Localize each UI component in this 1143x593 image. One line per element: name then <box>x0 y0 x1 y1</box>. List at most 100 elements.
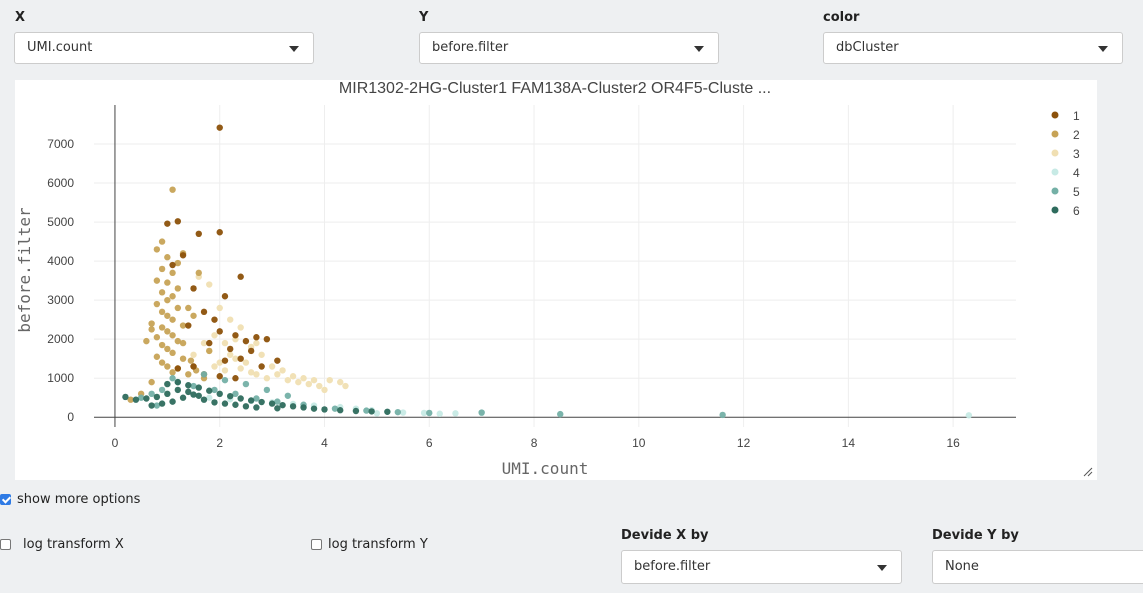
legend-item-4[interactable]: 4 <box>1051 166 1081 180</box>
data-point-cluster-2 <box>179 339 187 347</box>
data-point-cluster-5 <box>158 386 166 394</box>
data-point-cluster-5 <box>426 409 433 417</box>
data-point-cluster-6 <box>122 393 129 401</box>
scatter-plot[interactable]: 0 2 4 6 8 10 12 14 16010002000300040005000600070… <box>15 80 1097 480</box>
chevron-down-icon <box>1098 46 1108 52</box>
resize-handle-icon[interactable] <box>1083 467 1093 477</box>
data-point-cluster-2 <box>174 337 182 345</box>
log-transform-x-checkbox[interactable]: log transform X <box>0 537 124 552</box>
y-tick-label: 2000 <box>47 332 74 346</box>
data-point-cluster-5 <box>274 398 281 405</box>
data-point-cluster-6 <box>221 400 229 407</box>
data-point-cluster-1 <box>247 347 255 355</box>
data-point-cluster-6 <box>195 384 202 391</box>
data-point-cluster-4 <box>206 394 213 401</box>
data-point-cluster-2 <box>153 353 161 360</box>
log-transform-y-checkbox[interactable]: log transform Y <box>311 537 428 552</box>
data-point-cluster-2 <box>148 320 155 327</box>
log-transform-x-label: log transform X <box>23 537 124 552</box>
data-point-cluster-3 <box>216 359 223 366</box>
x-tick-label: 8 <box>531 436 538 450</box>
plot-panel[interactable]: 0 2 4 6 8 10 12 14 16 0 1000 2000 3000 4000 5000 6000 70… <box>15 80 1097 480</box>
divide-x-value: before.filter <box>634 559 711 574</box>
data-point-cluster-4 <box>452 410 459 417</box>
data-point-cluster-1 <box>174 218 182 225</box>
data-point-cluster-3 <box>237 365 244 372</box>
data-point-cluster-6 <box>169 398 176 405</box>
data-point-cluster-1 <box>164 220 171 227</box>
data-point-cluster-4 <box>436 410 443 417</box>
checkbox-unchecked-icon[interactable] <box>0 539 11 550</box>
data-point-cluster-2 <box>164 312 171 319</box>
data-point-cluster-3 <box>200 339 208 347</box>
x-selector-label: X <box>15 10 26 25</box>
data-point-cluster-2 <box>127 396 134 403</box>
data-point-cluster-6 <box>211 399 218 406</box>
x-selector[interactable]: UMI.count <box>14 32 314 64</box>
grid-lines <box>94 105 1016 427</box>
y-tick-label: 6000 <box>47 176 74 190</box>
data-point-cluster-6 <box>268 400 276 407</box>
legend-item-1[interactable]: 1 <box>1051 109 1081 123</box>
x-tick-label: 6 <box>426 436 433 450</box>
legend-marker <box>1051 168 1059 176</box>
data-point-cluster-3 <box>342 382 349 390</box>
data-point-cluster-6 <box>242 403 250 410</box>
y-tick-label: 7000 <box>47 137 74 151</box>
legend-marker <box>1051 206 1059 214</box>
data-point-cluster-1 <box>274 357 281 364</box>
color-selector[interactable]: dbCluster <box>823 32 1123 64</box>
data-point-cluster-6 <box>153 393 161 401</box>
data-point-cluster-3 <box>279 367 286 374</box>
data-point-cluster-3 <box>295 378 302 386</box>
data-point-cluster-5 <box>363 407 370 414</box>
legend-item-6[interactable]: 6 <box>1051 204 1081 218</box>
legend[interactable]: 1 2 3 4 5 6 <box>1051 109 1081 218</box>
legend-item-3[interactable]: 3 <box>1051 147 1081 161</box>
data-point-cluster-3 <box>216 304 223 312</box>
data-point-cluster-3 <box>242 359 250 366</box>
data-point-cluster-6 <box>289 403 297 410</box>
checkbox-unchecked-icon[interactable] <box>311 539 322 550</box>
axes: 0 2 4 6 8 10 12 14 16 0 1000 2000 3000 4000 5000 6000 70… <box>47 105 1016 450</box>
legend-item-2[interactable]: 2 <box>1051 128 1081 142</box>
data-point-cluster-5 <box>169 375 176 382</box>
data-point-cluster-6 <box>337 407 344 414</box>
y-axis-label: before.filter <box>15 207 34 333</box>
data-point-cluster-3 <box>258 351 265 358</box>
data-point-cluster-3 <box>263 375 271 382</box>
data-point-cluster-1 <box>185 322 192 329</box>
data-point-cluster-1 <box>174 365 182 372</box>
data-point-cluster-6 <box>300 404 307 411</box>
data-point-cluster-2 <box>164 296 171 304</box>
data-point-cluster-5 <box>200 371 208 378</box>
data-point-cluster-1 <box>169 261 176 269</box>
y-tick-label: 1000 <box>47 371 74 385</box>
data-point-cluster-5 <box>190 382 197 390</box>
x-tick-label: 2 <box>216 436 223 450</box>
data-point-cluster-2 <box>158 341 166 349</box>
divide-x-label: Devide X by <box>621 528 709 543</box>
data-point-cluster-2 <box>179 355 187 362</box>
data-point-cluster-6 <box>253 404 260 411</box>
y-tick-label: 3000 <box>47 293 74 307</box>
data-point-cluster-1 <box>195 230 202 237</box>
data-point-cluster-6 <box>185 382 192 389</box>
data-point-cluster-3 <box>253 339 260 347</box>
legend-item-5[interactable]: 5 <box>1051 185 1081 199</box>
show-more-options-checkbox[interactable]: show more options <box>0 492 140 507</box>
divide-x-selector[interactable]: before.filter <box>621 550 902 584</box>
checkbox-checked-icon[interactable] <box>0 494 11 505</box>
data-point-cluster-1 <box>216 328 223 335</box>
legend-marker <box>1051 111 1059 119</box>
divide-y-selector[interactable]: None <box>932 550 1143 584</box>
data-point-cluster-2 <box>169 316 176 323</box>
data-point-cluster-2 <box>169 186 176 193</box>
data-point-cluster-3 <box>316 382 323 390</box>
x-tick-label: 14 <box>842 436 856 450</box>
data-point-cluster-6 <box>237 395 244 402</box>
legend-marker <box>1051 130 1059 138</box>
y-selector[interactable]: before.filter <box>419 32 719 64</box>
data-point-cluster-2 <box>169 349 176 357</box>
legend-label: 1 <box>1073 109 1080 123</box>
